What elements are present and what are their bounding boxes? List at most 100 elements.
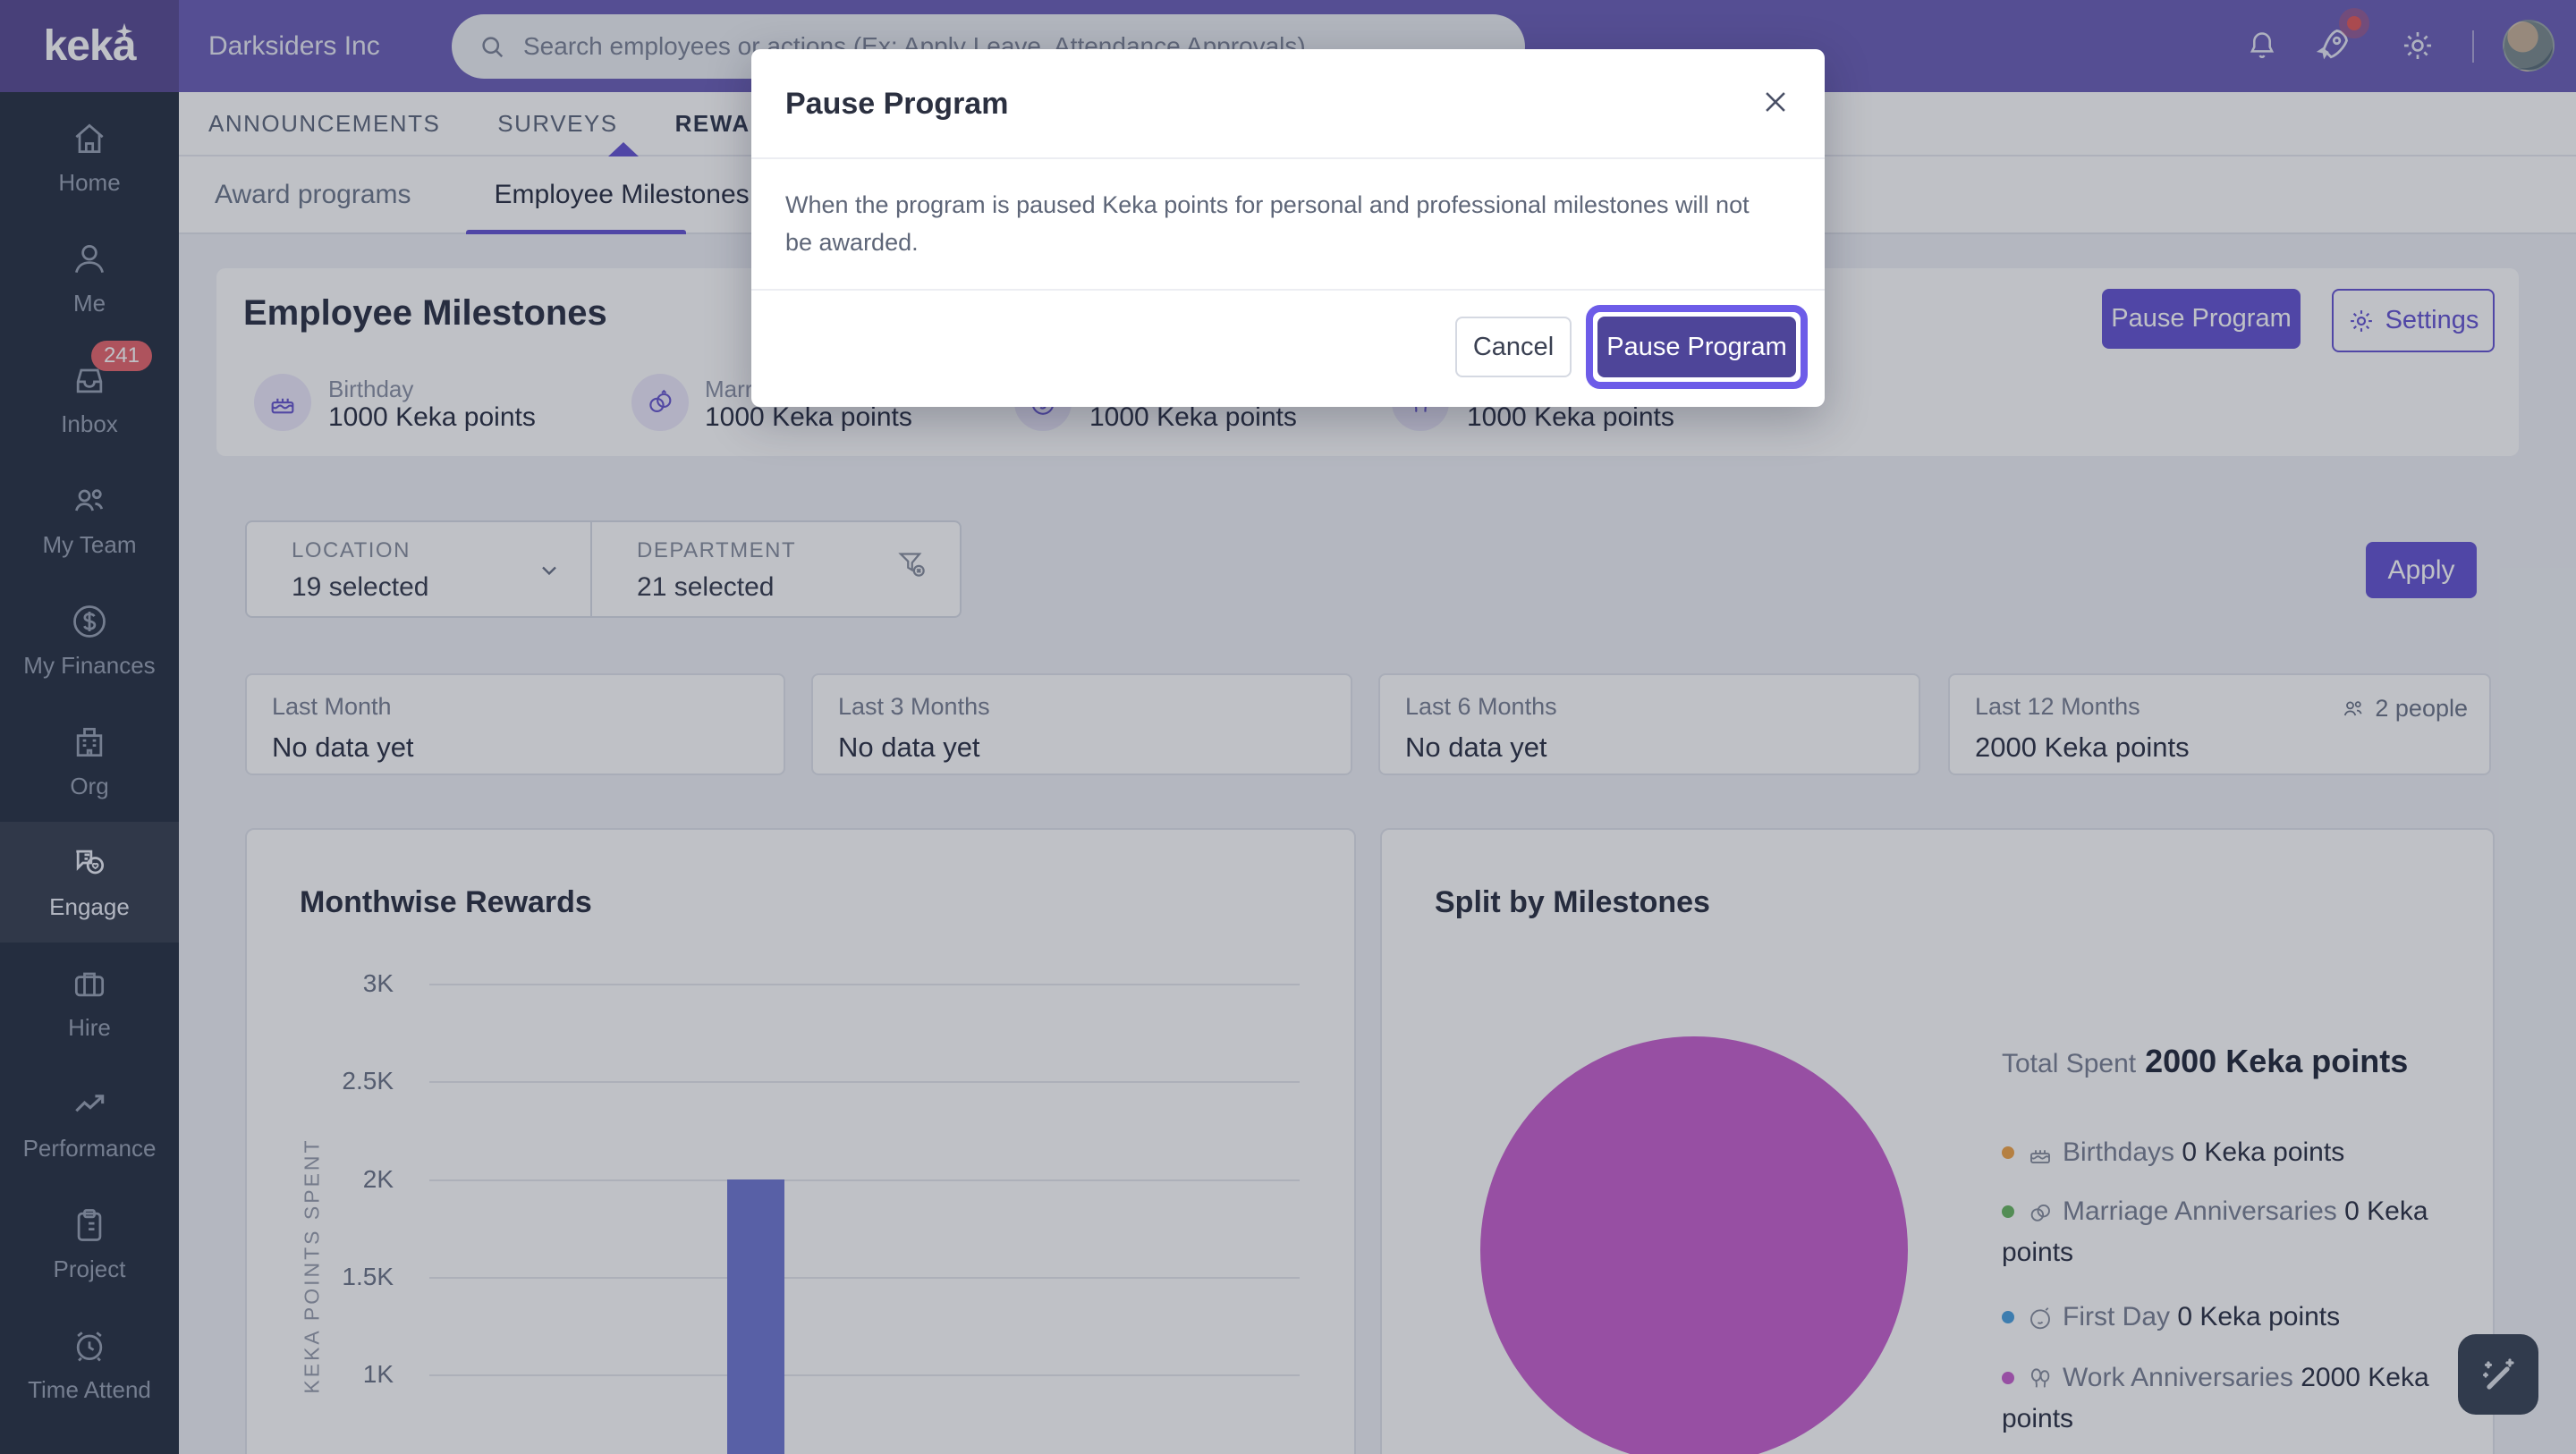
y-tick: 3K — [362, 969, 394, 997]
balloons-icon — [2030, 1368, 2050, 1388]
legend-dot — [2002, 1146, 2014, 1159]
y-tick: 1K — [362, 1360, 394, 1388]
settings-gear-icon[interactable] — [2401, 29, 2435, 63]
user-avatar[interactable] — [2503, 20, 2555, 72]
gear-icon — [2350, 309, 2372, 332]
sidebar-item-project[interactable]: Project — [0, 1184, 179, 1305]
cake-icon — [271, 394, 294, 414]
search-icon — [482, 37, 504, 58]
alarm-clock-icon — [76, 1331, 103, 1362]
legend-dot — [2002, 1311, 2014, 1323]
legend-row-first-day: First Day 0 Keka points — [2002, 1297, 2493, 1338]
stat-card-last-month: Last Month No data yet — [245, 673, 785, 775]
pause-program-modal: Pause Program When the program is paused… — [751, 49, 1825, 407]
magic-wand-icon — [2483, 1358, 2514, 1390]
stat-card-last-12-months: Last 12 Months 2000 Keka points 2 people — [1948, 673, 2491, 775]
sidebar-item-my-finances[interactable]: My Finances — [0, 580, 179, 701]
sidebar-item-performance[interactable]: Performance — [0, 1063, 179, 1184]
sidebar-item-engage[interactable]: Engage — [0, 822, 179, 943]
y-tick: 1.5K — [342, 1263, 394, 1290]
milestone-value: 1000 Keka points — [328, 402, 536, 432]
split-by-milestones-card: Split by Milestones Total Spent 2000 Keka… — [1380, 828, 2495, 1454]
apply-button[interactable]: Apply — [2366, 542, 2477, 598]
org-building-icon — [76, 727, 103, 757]
milestone-value: 1000 Keka points — [1089, 402, 1297, 432]
subtab-award-programs[interactable]: Award programs — [215, 179, 411, 209]
tab-announcements[interactable]: ANNOUNCEMENTS — [208, 109, 441, 137]
bar-chart-bar — [726, 1179, 784, 1454]
sidebar-item-inbox[interactable]: 241 Inbox — [0, 339, 179, 460]
rocket-notification-badge — [2347, 16, 2361, 30]
pause-program-button[interactable]: Pause Program — [2102, 289, 2301, 349]
people-count-badge: 2 people — [2341, 695, 2468, 723]
milestone-label: Birthday — [328, 376, 414, 402]
tab-surveys[interactable]: SURVEYS — [497, 109, 618, 137]
rings-icon — [649, 389, 672, 412]
total-spent-row: Total Spent 2000 Keka points — [2002, 1043, 2409, 1079]
clipboard-icon — [77, 1209, 102, 1241]
dollar-icon — [73, 605, 106, 638]
engage-chat-icon — [76, 850, 105, 875]
y-tick: 2K — [362, 1165, 394, 1193]
marriage-icon-circle — [631, 374, 689, 431]
modal-footer: Cancel Pause Program — [751, 291, 1825, 403]
sidebar-item-me[interactable]: Me — [0, 218, 179, 339]
gridline — [429, 1081, 1300, 1083]
confirm-pause-program-button[interactable]: Pause Program — [1597, 317, 1796, 377]
team-icon — [75, 489, 104, 511]
legend-dot — [2002, 1372, 2014, 1384]
briefcase-icon — [74, 972, 105, 997]
company-name: Darksiders Inc — [208, 30, 380, 61]
modal-header: Pause Program — [751, 49, 1825, 159]
sidebar-item-org[interactable]: Org — [0, 701, 179, 822]
legend-row-birthdays: Birthdays 0 Keka points — [2002, 1132, 2493, 1173]
location-filter[interactable]: LOCATION 19 selected — [247, 522, 593, 616]
gridline — [429, 984, 1300, 985]
modal-message: When the program is paused Keka points f… — [785, 191, 1750, 256]
inbox-count-badge: 241 — [90, 341, 152, 371]
keka-logo[interactable]: keka — [0, 0, 179, 92]
topbar: keka Darksiders Inc — [0, 0, 2576, 92]
bar-chart-title: Monthwise Rewards — [300, 885, 592, 919]
cake-icon — [2030, 1150, 2050, 1163]
keka-star-icon — [115, 22, 133, 40]
y-tick: 2.5K — [342, 1067, 394, 1095]
people-icon — [2344, 700, 2362, 715]
person-icon — [74, 244, 105, 274]
rocket-icon[interactable] — [2313, 25, 2352, 64]
chevron-down-icon — [542, 566, 556, 576]
modal-title: Pause Program — [785, 87, 1009, 121]
global-search[interactable] — [452, 14, 1525, 79]
filter-bar: LOCATION 19 selected DEPARTMENT 21 selec… — [245, 520, 962, 618]
department-filter[interactable]: DEPARTMENT 21 selected — [592, 522, 960, 616]
stat-card-last-6-months: Last 6 Months No data yet — [1378, 673, 1920, 775]
subtab-employee-milestones[interactable]: Employee Milestones — [494, 179, 750, 209]
close-icon[interactable] — [1760, 87, 1791, 117]
modal-body: When the program is paused Keka points f… — [751, 159, 1825, 291]
confirm-button-highlight-ring: Pause Program — [1586, 305, 1808, 389]
legend-row-work-anniversaries: Work Anniversaries 2000 Keka points — [2002, 1363, 2429, 1433]
gridline — [429, 1374, 1300, 1376]
milestone-value: 1000 Keka points — [705, 402, 912, 432]
settings-button[interactable]: Settings — [2332, 289, 2495, 352]
pie-chart-title: Split by Milestones — [1435, 885, 1710, 919]
clear-filter-icon[interactable] — [895, 547, 928, 579]
monthwise-rewards-card: Monthwise Rewards KEKA POINTS SPENT 3K 2… — [245, 828, 1356, 1454]
settings-button-label: Settings — [2385, 306, 2479, 334]
sidebar-item-time-attend[interactable]: Time Attend — [0, 1305, 179, 1425]
legend-dot — [2002, 1205, 2014, 1218]
sidebar-item-hire[interactable]: Hire — [0, 943, 179, 1063]
sidebar-item-home[interactable]: Home — [0, 97, 179, 218]
assistant-fab[interactable] — [2458, 1334, 2538, 1415]
legend-row-marriage: Marriage Anniversaries 0 Keka points — [2002, 1196, 2428, 1267]
page-title: Employee Milestones — [243, 293, 607, 333]
cancel-button[interactable]: Cancel — [1455, 317, 1572, 377]
topbar-divider — [2472, 30, 2474, 63]
pie-chart — [1480, 1036, 1908, 1454]
sidebar-item-my-team[interactable]: My Team — [0, 460, 179, 580]
notifications-bell-icon[interactable] — [2245, 29, 2279, 63]
inbox-icon — [76, 368, 103, 393]
home-icon — [75, 123, 104, 154]
gridline — [429, 1277, 1300, 1279]
